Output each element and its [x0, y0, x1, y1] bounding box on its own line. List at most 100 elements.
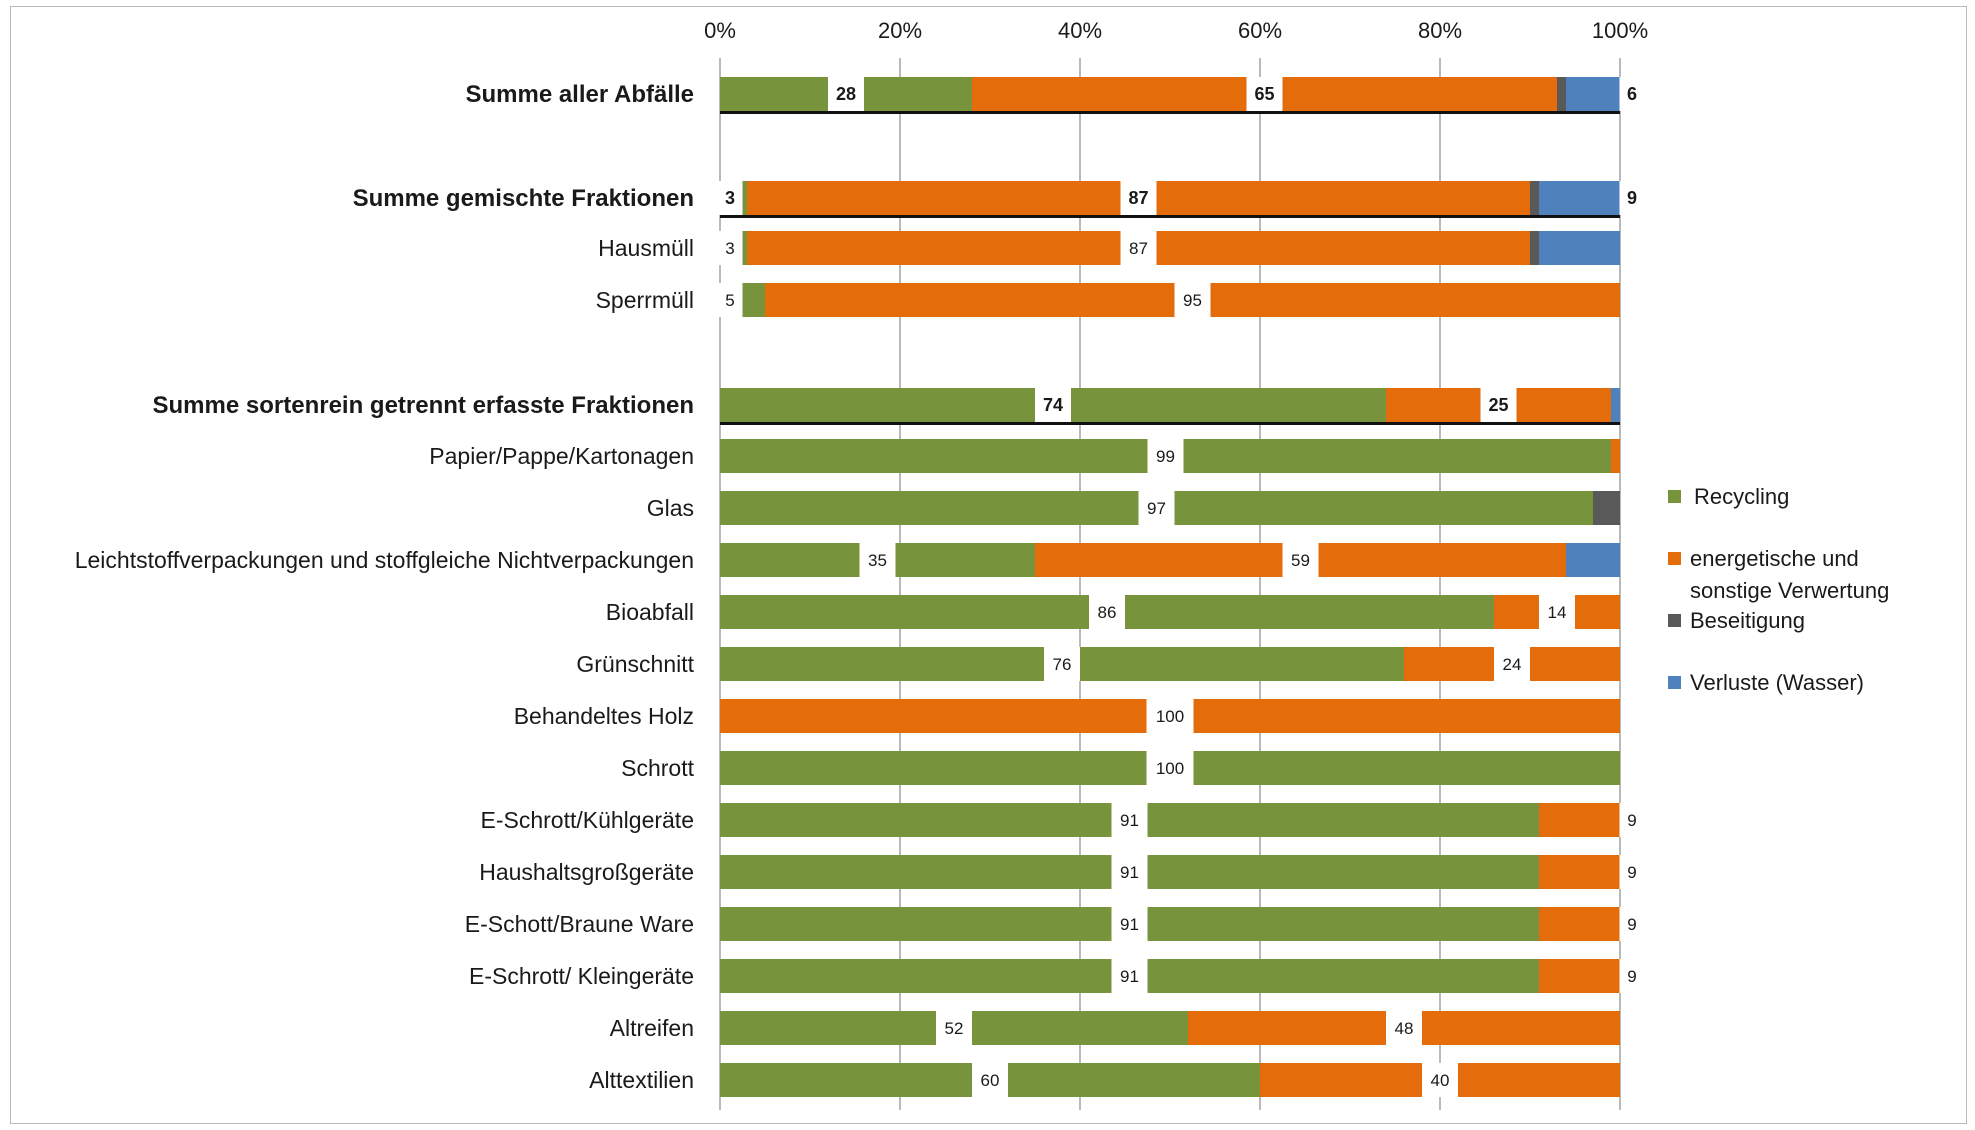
data-label: 9 — [1627, 863, 1636, 882]
x-tick-label: 0% — [704, 18, 736, 43]
category-label: Bioabfall — [606, 599, 694, 625]
data-label: 95 — [1183, 291, 1202, 310]
data-label-box — [1619, 959, 1645, 993]
data-label-box — [717, 181, 743, 215]
category-label: Summe gemischte Fraktionen — [353, 185, 694, 212]
data-label-box — [717, 231, 743, 265]
data-label: 9 — [1627, 915, 1636, 934]
data-label: 52 — [945, 1019, 964, 1038]
data-label: 97 — [1147, 499, 1166, 518]
data-label-box — [1146, 751, 1194, 785]
data-label-box — [1619, 855, 1645, 889]
data-label-box — [1111, 803, 1148, 837]
summary-bar-shadow — [720, 213, 1620, 218]
data-label-box — [717, 283, 743, 317]
data-label-box — [1044, 647, 1080, 681]
bar-segment — [1611, 388, 1620, 422]
category-label: Altreifen — [610, 1015, 694, 1041]
data-label: 14 — [1548, 603, 1567, 622]
category-label: Summe sortenrein getrennt erfasste Frakt… — [153, 392, 694, 419]
data-label: 48 — [1395, 1019, 1414, 1038]
data-label-box — [1120, 181, 1157, 215]
x-tick-label: 100% — [1592, 18, 1648, 43]
data-label: 100 — [1156, 759, 1184, 778]
legend-label: Verluste (Wasser) — [1690, 670, 1864, 695]
data-label-box — [1174, 283, 1211, 317]
data-label: 91 — [1120, 915, 1139, 934]
category-label: Papier/Pappe/Kartonagen — [429, 443, 694, 469]
bar-segment — [1539, 907, 1620, 941]
category-label: Hausmüll — [598, 235, 694, 261]
data-label-box — [1619, 181, 1645, 215]
data-label: 35 — [868, 551, 887, 570]
data-label: 24 — [1503, 655, 1522, 674]
legend-label: energetische und — [1690, 546, 1859, 571]
data-label: 40 — [1431, 1071, 1450, 1090]
data-label-box — [1146, 699, 1194, 733]
data-label-box — [1120, 231, 1157, 265]
data-label: 100 — [1156, 707, 1184, 726]
legend-swatch — [1668, 490, 1681, 503]
data-label: 9 — [1627, 811, 1636, 830]
data-label-box — [828, 77, 864, 111]
data-label: 60 — [981, 1071, 1000, 1090]
bar-segment — [1530, 181, 1539, 215]
data-label: 3 — [725, 239, 734, 258]
x-tick-label: 60% — [1238, 18, 1282, 43]
data-label: 91 — [1120, 863, 1139, 882]
data-label-box — [1619, 803, 1645, 837]
data-label: 91 — [1120, 811, 1139, 830]
legend-swatch — [1668, 552, 1681, 565]
data-label-box — [1494, 647, 1530, 681]
data-label: 5 — [725, 291, 734, 310]
data-label-box — [1480, 388, 1517, 422]
bar-segment — [1593, 491, 1620, 525]
x-tick-label: 40% — [1058, 18, 1102, 43]
category-label: E-Schott/Braune Ware — [465, 911, 694, 937]
category-label: E-Schrott/ Kleingeräte — [469, 963, 694, 989]
data-label-box — [1386, 1011, 1422, 1045]
data-label: 9 — [1627, 967, 1636, 986]
category-label: Glas — [647, 495, 694, 521]
data-label: 3 — [725, 188, 735, 208]
data-label-box — [1539, 595, 1575, 629]
data-label-box — [1422, 1063, 1458, 1097]
bar-segment — [1539, 959, 1620, 993]
data-label: 74 — [1043, 395, 1063, 415]
data-label: 6 — [1627, 84, 1637, 104]
x-tick-label: 80% — [1418, 18, 1462, 43]
summary-bar-shadow — [720, 109, 1620, 114]
data-label-box — [972, 1063, 1008, 1097]
data-label-box — [1035, 388, 1071, 422]
bar-segment — [1557, 77, 1566, 111]
bar-segment — [1530, 231, 1539, 265]
data-label: 91 — [1120, 967, 1139, 986]
category-label: Sperrmüll — [596, 287, 694, 313]
data-label-box — [1111, 855, 1148, 889]
bar-segment — [1611, 439, 1620, 473]
data-label: 87 — [1128, 188, 1148, 208]
data-label: 65 — [1254, 84, 1274, 104]
category-label: Leichtstoffverpackungen und stoffgleiche… — [75, 547, 694, 573]
data-label-box — [1089, 595, 1125, 629]
category-label: E-Schrott/Kühlgeräte — [480, 807, 694, 833]
data-label-box — [1282, 543, 1319, 577]
summary-bar-shadow — [720, 420, 1620, 425]
data-label: 76 — [1053, 655, 1072, 674]
legend-label: sonstige Verwertung — [1690, 578, 1889, 603]
data-label-box — [859, 543, 896, 577]
data-label: 9 — [1627, 188, 1637, 208]
legend-label: Recycling — [1694, 484, 1789, 509]
bar-segment — [1539, 855, 1620, 889]
category-label: Summe aller Abfälle — [465, 81, 694, 108]
bar-segment — [1566, 77, 1620, 111]
data-label-box — [1138, 491, 1175, 525]
x-tick-label: 20% — [878, 18, 922, 43]
data-label: 28 — [836, 84, 856, 104]
category-label: Haushaltsgroßgeräte — [479, 859, 694, 885]
data-label-box — [1619, 77, 1645, 111]
data-label: 86 — [1098, 603, 1117, 622]
data-label-box — [1619, 907, 1645, 941]
data-label-box — [1111, 959, 1148, 993]
data-label-box — [1246, 77, 1283, 111]
